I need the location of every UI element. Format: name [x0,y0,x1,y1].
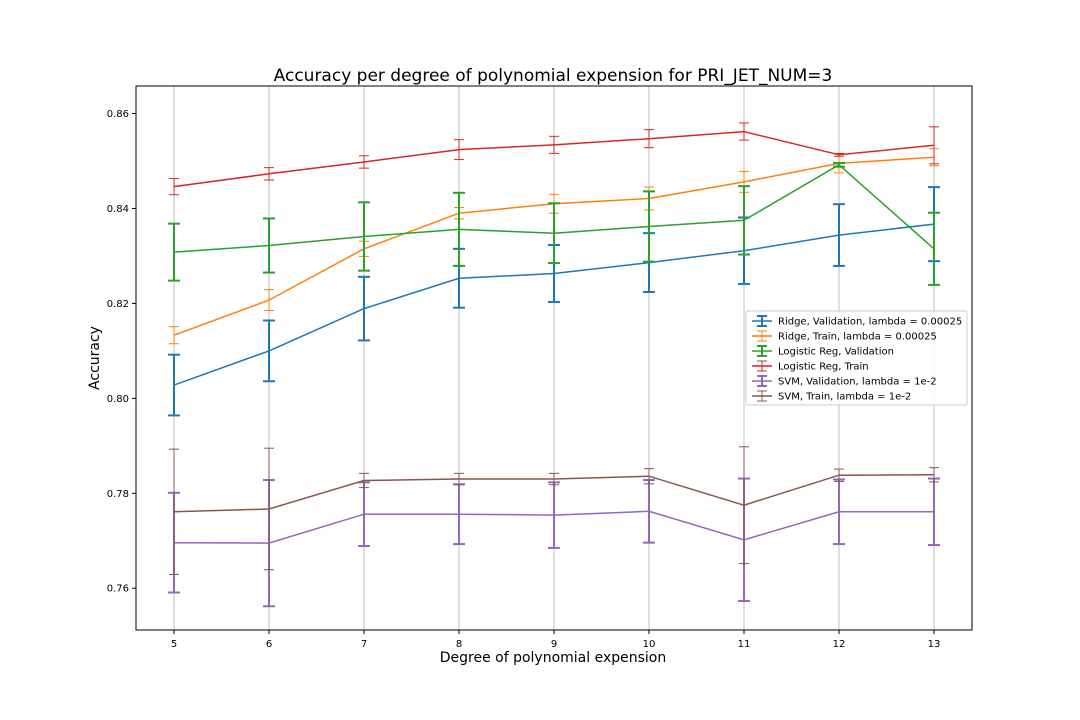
y-tick-label: 0.76 [107,584,129,595]
series-2 [168,161,940,286]
y-tick-label: 0.86 [107,109,129,120]
y-tick-label: 0.82 [107,299,129,310]
series-line [173,223,935,386]
legend-label: Logistic Reg, Validation [778,347,894,358]
legend-entry: Ridge, Train, lambda = 0.00025 [752,330,937,343]
legend-box [745,310,968,406]
legend-entry: Ridge, Validation, lambda = 0.00025 [752,315,962,328]
series-layer [168,122,940,608]
legend-entry: Logistic Reg, Validation [752,345,894,358]
legend-label: SVM, Validation, lambda = 1e-2 [778,377,937,388]
x-tick-label: 5 [171,639,177,650]
x-tick-label: 8 [456,639,462,650]
x-axis-label: Degree of polynomial expension [440,650,667,666]
series-3 [169,122,939,196]
y-axis-ticks: 0.76 0.78 0.80 0.82 0.84 0.86 [107,109,136,595]
x-axis-ticks: 5 6 7 8 9 10 11 12 13 [171,630,941,650]
y-axis-label: Accuracy [87,326,103,390]
series-line [173,510,934,544]
y-tick-label: 0.80 [107,394,129,405]
legend-label: Logistic Reg, Train [778,362,869,373]
series-line [173,130,935,188]
series-line [173,163,935,253]
legend-entry: SVM, Validation, lambda = 1e-2 [752,375,937,388]
legend-entry: Logistic Reg, Train [752,360,869,373]
legend-label: Ridge, Validation, lambda = 0.00025 [778,317,962,328]
legend-label: Ridge, Train, lambda = 0.00025 [778,332,937,343]
x-tick-label: 6 [266,639,272,650]
y-tick-label: 0.78 [107,489,129,500]
x-tick-label: 9 [551,639,557,650]
x-tick-label: 10 [643,639,656,650]
x-tick-label: 12 [833,639,846,650]
legend: Ridge, Validation, lambda = 0.00025 Ridge… [745,310,968,406]
y-tick-label: 0.84 [107,204,129,215]
x-tick-label: 13 [928,639,941,650]
legend-label: SVM, Train, lambda = 1e-2 [778,392,911,403]
chart-title: Accuracy per degree of polynomial expens… [274,66,833,86]
series-5 [169,446,939,575]
series-line [173,474,935,513]
x-tick-label: 7 [361,639,367,650]
legend-entry: SVM, Train, lambda = 1e-2 [752,390,911,403]
x-tick-label: 11 [738,639,751,650]
